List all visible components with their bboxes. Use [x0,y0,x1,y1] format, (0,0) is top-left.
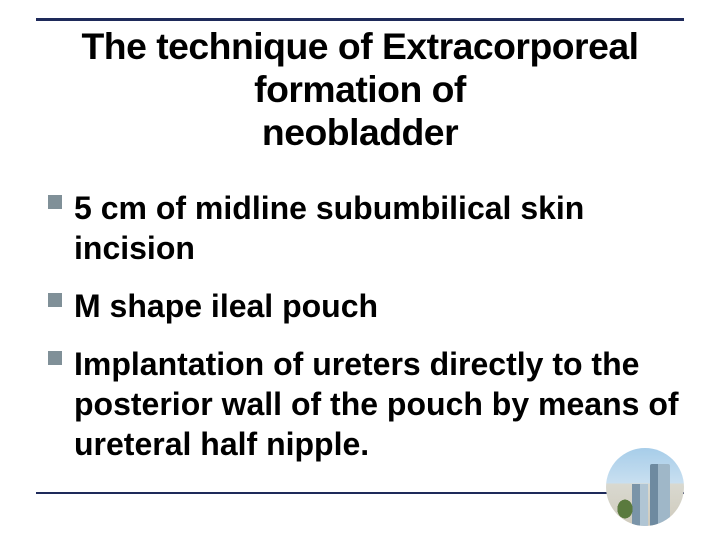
bullet-text: M shape ileal pouch [74,288,378,324]
bottom-rule [36,492,684,494]
bullet-list: 5 cm of midline subumbilical skin incisi… [44,188,680,464]
slide-title: The technique of Extracorporeal formatio… [36,25,684,154]
decorative-photo-circle [606,448,684,526]
building-icon [650,464,670,526]
building-icon [632,484,648,526]
title-line-1: The technique of Extracorporeal formatio… [82,25,639,110]
list-item: 5 cm of midline subumbilical skin incisi… [44,188,680,268]
slide: The technique of Extracorporeal formatio… [0,0,720,540]
tree-icon [616,498,634,520]
bullet-text: Implantation of ureters directly to the … [74,346,679,462]
list-item: Implantation of ureters directly to the … [44,344,680,464]
list-item: M shape ileal pouch [44,286,680,326]
slide-body: 5 cm of midline subumbilical skin incisi… [36,188,684,464]
bullet-text: 5 cm of midline subumbilical skin incisi… [74,190,584,266]
title-line-2: neobladder [262,111,458,153]
title-rule-top: The technique of Extracorporeal formatio… [36,18,684,154]
